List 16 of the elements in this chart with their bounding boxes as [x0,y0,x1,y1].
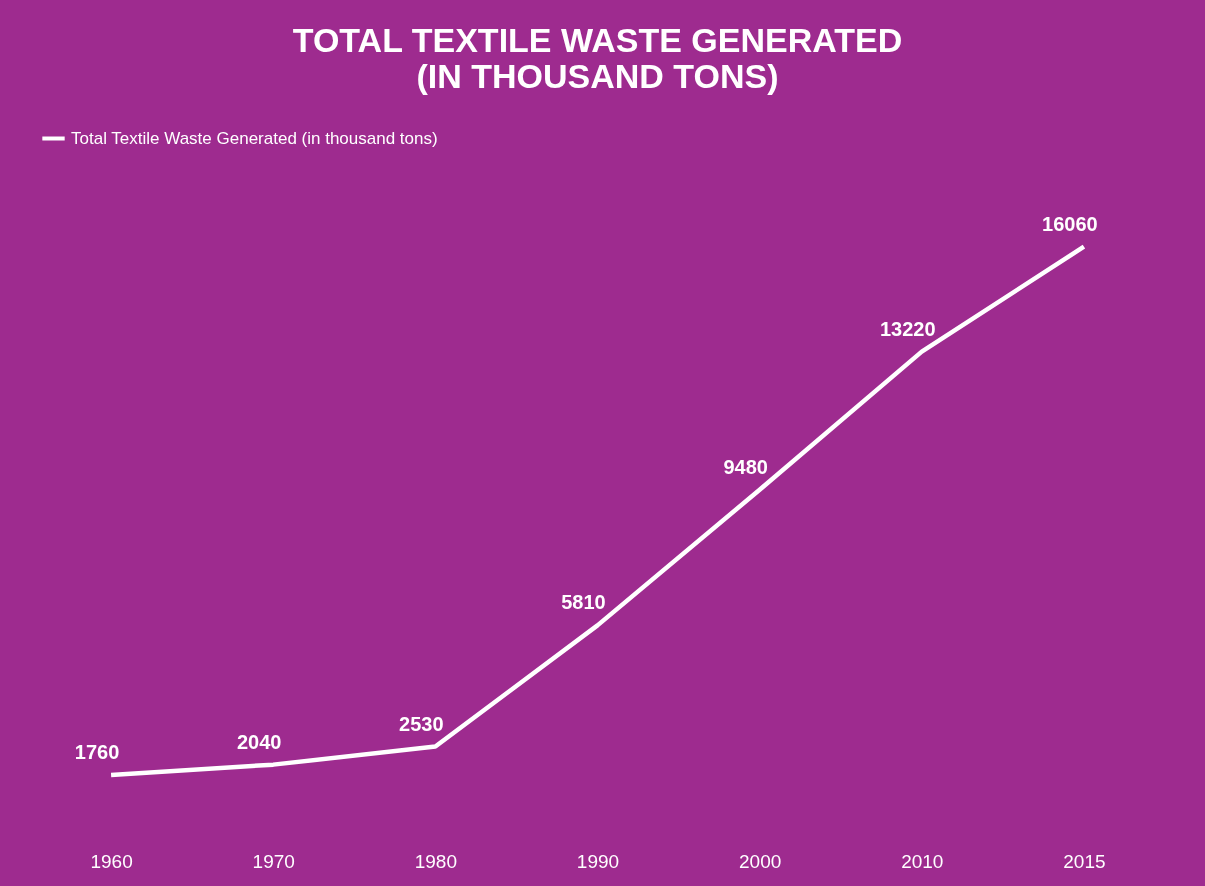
x-tick-label: 1990 [576,850,620,872]
x-tick-label: 1970 [252,850,295,872]
data-label: 1760 [74,740,120,763]
data-label: 5810 [561,591,606,614]
data-label: 2040 [236,730,282,753]
x-tick-label: 2010 [901,850,944,872]
chart-title: TOTAL TEXTILE WASTE GENERATED (IN THOUSAND TONS) [292,21,903,95]
data-label: 16060 [1042,212,1098,235]
legend-label: Total Textile Waste Generated (in thousand tons) [71,128,438,148]
x-tick-label: 2015 [1063,850,1106,872]
data-label: 9480 [723,455,768,478]
x-tick-label: 2000 [739,850,782,872]
x-tick-label: 1980 [414,850,457,872]
data-label: 2530 [399,712,444,735]
data-label: 13220 [879,317,936,340]
x-tick-label: 1960 [90,850,133,872]
